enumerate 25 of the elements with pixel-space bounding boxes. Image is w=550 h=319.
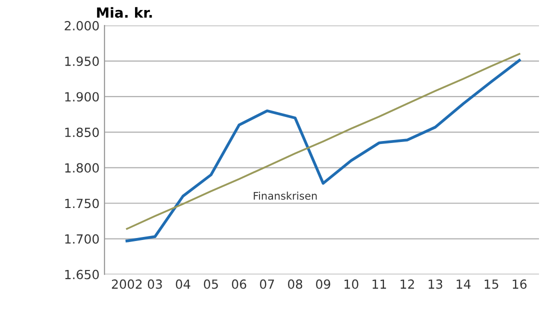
y-tick-label: 2.000	[64, 20, 99, 30]
x-tick-label: 04	[176, 279, 190, 289]
y-tick-label: 1.750	[65, 198, 99, 208]
y-axis-title: Mia. kr.	[97, 7, 152, 18]
y-tick-label: 1.850	[65, 128, 99, 138]
x-tick-label: 08	[288, 279, 302, 289]
x-tick-label: 07	[260, 279, 274, 289]
x-tick-label: 15	[484, 280, 498, 289]
x-tick-label: 06	[232, 279, 246, 289]
x-tick-label: 03	[148, 279, 162, 289]
y-tick-label: 1.700	[65, 234, 99, 244]
y-tick-label: 1.650	[65, 270, 99, 280]
x-tick-label: 13	[428, 279, 442, 289]
y-tick-label: 1.900	[65, 92, 99, 102]
annotation: Finanskrisen	[254, 192, 317, 200]
x-tick-label: 12	[400, 279, 414, 289]
y-tick-label: 1.800	[65, 163, 99, 173]
x-tick-label: 09	[316, 279, 330, 289]
x-tick-label: 11	[372, 280, 386, 289]
x-tick-label: 16	[512, 279, 527, 289]
x-tick-label: 10	[344, 279, 358, 289]
y-tick-label: 1.950	[65, 56, 99, 66]
x-tick-label: 05	[204, 279, 218, 289]
x-tick-label: 14	[456, 280, 471, 289]
x-tick-label: 2002	[112, 279, 142, 289]
